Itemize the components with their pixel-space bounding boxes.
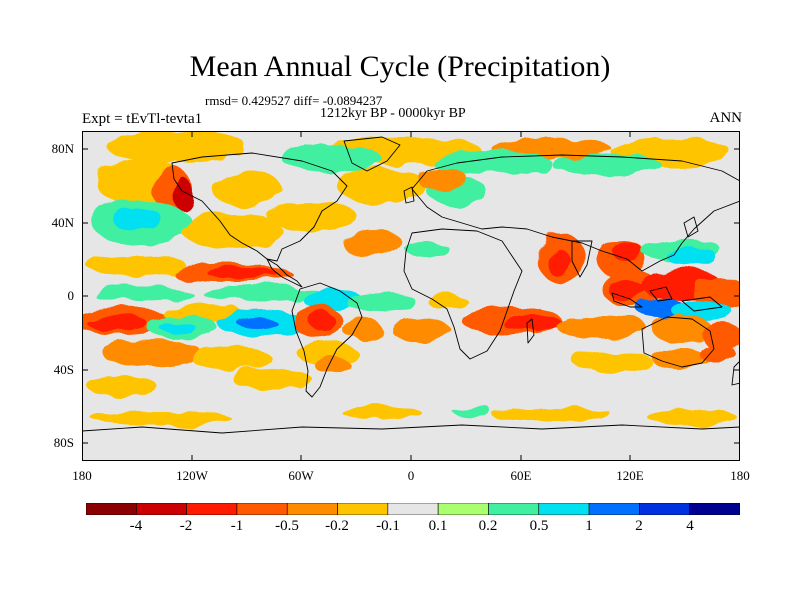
lon-label-60w: 60W — [288, 468, 314, 483]
colorbar-label: -4 — [129, 518, 143, 534]
lat-label-0: 0 — [67, 288, 75, 303]
colorbar-swatch — [437, 503, 489, 515]
colorbar-label: -2 — [179, 518, 193, 534]
colorbar-swatch — [286, 503, 338, 515]
lon-label-0: 0 — [407, 468, 415, 483]
lon-label-120e: 120E — [616, 468, 644, 483]
colorbar-swatch — [488, 503, 540, 515]
lat-label-40n: 40N — [51, 215, 74, 230]
colorbar-label: -0.1 — [376, 518, 400, 534]
precipitation-difference-map — [82, 131, 740, 461]
colorbar-label: 2 — [635, 518, 643, 534]
colorbar-label: 0.1 — [428, 518, 448, 534]
lon-label-120w: 120W — [176, 468, 208, 483]
colorbar-swatch — [639, 503, 690, 515]
colorbar-label: -0.2 — [325, 518, 349, 534]
lat-label-80s: 80S — [53, 435, 74, 450]
colorbar-swatch — [387, 503, 439, 515]
colorbar-label: 0.2 — [478, 518, 498, 534]
lat-label-40s: 40S — [53, 362, 74, 377]
colorbar-swatch — [538, 503, 590, 515]
rmsd-diff-stats: rmsd= 0.429527 diff= -0.0894237 — [205, 93, 383, 108]
colorbar — [86, 503, 740, 515]
axis-ticks — [82, 131, 740, 461]
lon-label-60e: 60E — [510, 468, 532, 483]
colorbar-label: 0.5 — [529, 518, 549, 534]
colorbar-swatch — [689, 503, 740, 515]
lon-label-180e: 180 — [730, 468, 750, 483]
colorbar-swatch — [588, 503, 640, 515]
colorbar-label: -0.5 — [275, 518, 299, 534]
colorbar-swatch — [186, 503, 238, 515]
colorbar-swatch — [136, 503, 187, 515]
experiment-label: Expt = tEvTl-tevta1 — [82, 111, 203, 127]
lat-label-80n: 80N — [51, 141, 74, 156]
plot-title: Mean Annual Cycle (Precipitation) — [189, 50, 611, 83]
lon-label-180w: 180 — [72, 468, 92, 483]
colorbar-swatch — [337, 503, 389, 515]
colorbar-label: 4 — [686, 518, 694, 534]
time-period-label: 1212kyr BP - 0000kyr BP — [320, 106, 466, 121]
colorbar-label: -1 — [230, 518, 244, 534]
colorbar-swatch — [236, 503, 288, 515]
season-label: ANN — [709, 110, 743, 126]
coastlines — [82, 136, 740, 434]
colorbar-label: 1 — [585, 518, 593, 534]
precipitation-anomaly-field — [82, 131, 740, 427]
colorbar-swatch — [86, 503, 137, 515]
